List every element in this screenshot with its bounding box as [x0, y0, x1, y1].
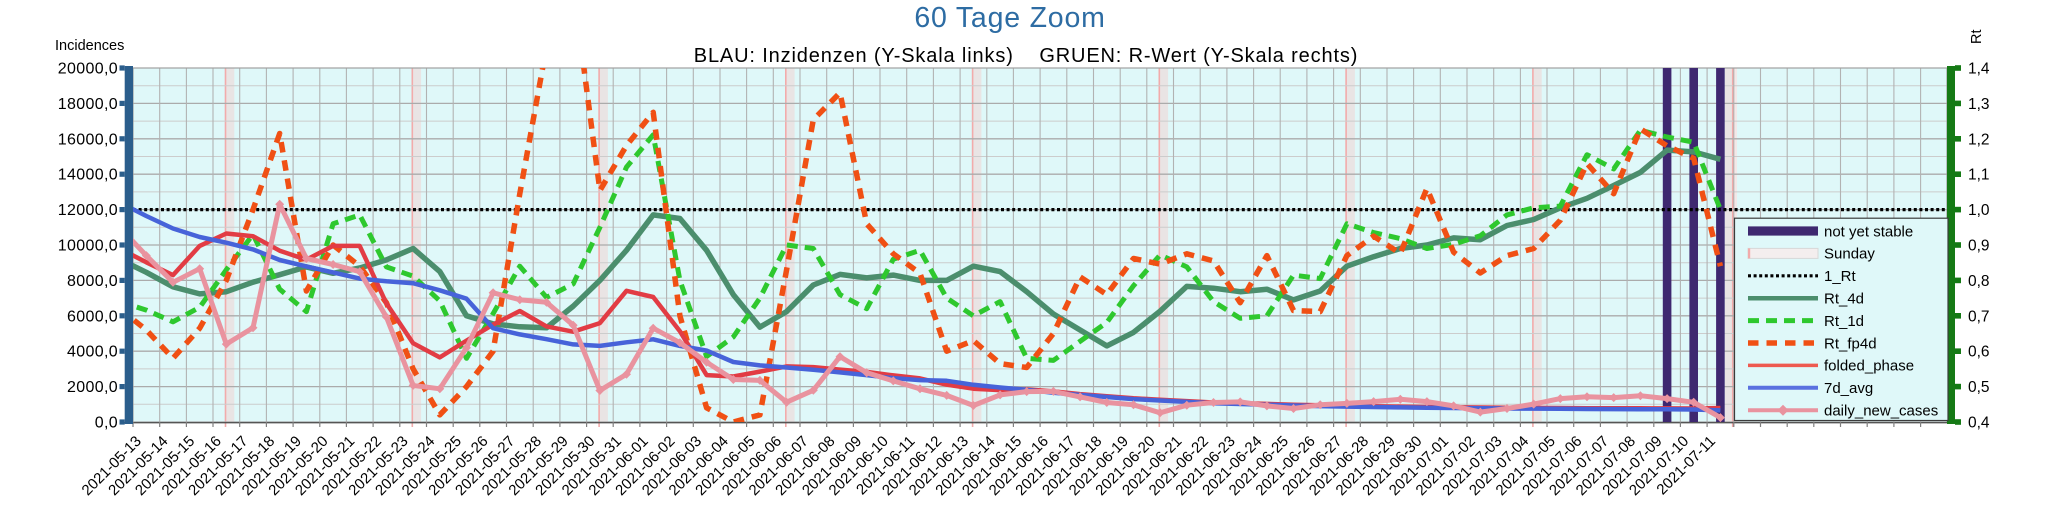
svg-text:7d_avg: 7d_avg [1824, 380, 1873, 397]
svg-text:not yet stable: not yet stable [1824, 223, 1913, 240]
svg-text:0,0: 0,0 [95, 415, 118, 432]
svg-text:60 Tage Zoom: 60 Tage Zoom [914, 2, 1105, 34]
svg-text:0,9: 0,9 [1968, 238, 1990, 255]
svg-text:Rt_4d: Rt_4d [1824, 291, 1864, 308]
svg-text:Rt_1d: Rt_1d [1824, 313, 1864, 330]
svg-text:BLAU: Inzidenzen (Y-Skala link: BLAU: Inzidenzen (Y-Skala links) GRUEN: … [694, 45, 1358, 67]
svg-text:1,0: 1,0 [1968, 202, 1990, 219]
svg-text:Incidences: Incidences [55, 38, 124, 54]
svg-text:0,6: 0,6 [1968, 344, 1990, 361]
svg-text:1_Rt: 1_Rt [1824, 268, 1857, 285]
svg-text:16000,0: 16000,0 [58, 131, 118, 148]
svg-text:10000,0: 10000,0 [58, 238, 118, 255]
svg-text:1,1: 1,1 [1968, 167, 1990, 184]
svg-text:18000,0: 18000,0 [58, 96, 118, 113]
svg-text:1,3: 1,3 [1968, 96, 1990, 113]
svg-text:1,4: 1,4 [1968, 61, 1990, 78]
svg-text:0,5: 0,5 [1968, 379, 1990, 396]
svg-text:0,4: 0,4 [1968, 415, 1990, 432]
svg-text:1,2: 1,2 [1968, 131, 1990, 148]
svg-text:0,7: 0,7 [1968, 308, 1990, 325]
svg-text:Sunday: Sunday [1824, 246, 1875, 263]
svg-text:14000,0: 14000,0 [58, 167, 118, 184]
svg-text:20000,0: 20000,0 [58, 61, 118, 78]
svg-text:4000,0: 4000,0 [67, 344, 118, 361]
svg-text:folded_phase: folded_phase [1824, 358, 1914, 375]
svg-text:8000,0: 8000,0 [67, 273, 118, 290]
svg-text:12000,0: 12000,0 [58, 202, 118, 219]
svg-text:6000,0: 6000,0 [67, 308, 118, 325]
svg-text:Rt: Rt [1969, 30, 1985, 45]
svg-text:2000,0: 2000,0 [67, 379, 118, 396]
svg-text:0,8: 0,8 [1968, 273, 1990, 290]
svg-text:daily_new_cases: daily_new_cases [1824, 403, 1938, 420]
svg-text:Rt_fp4d: Rt_fp4d [1824, 335, 1877, 352]
